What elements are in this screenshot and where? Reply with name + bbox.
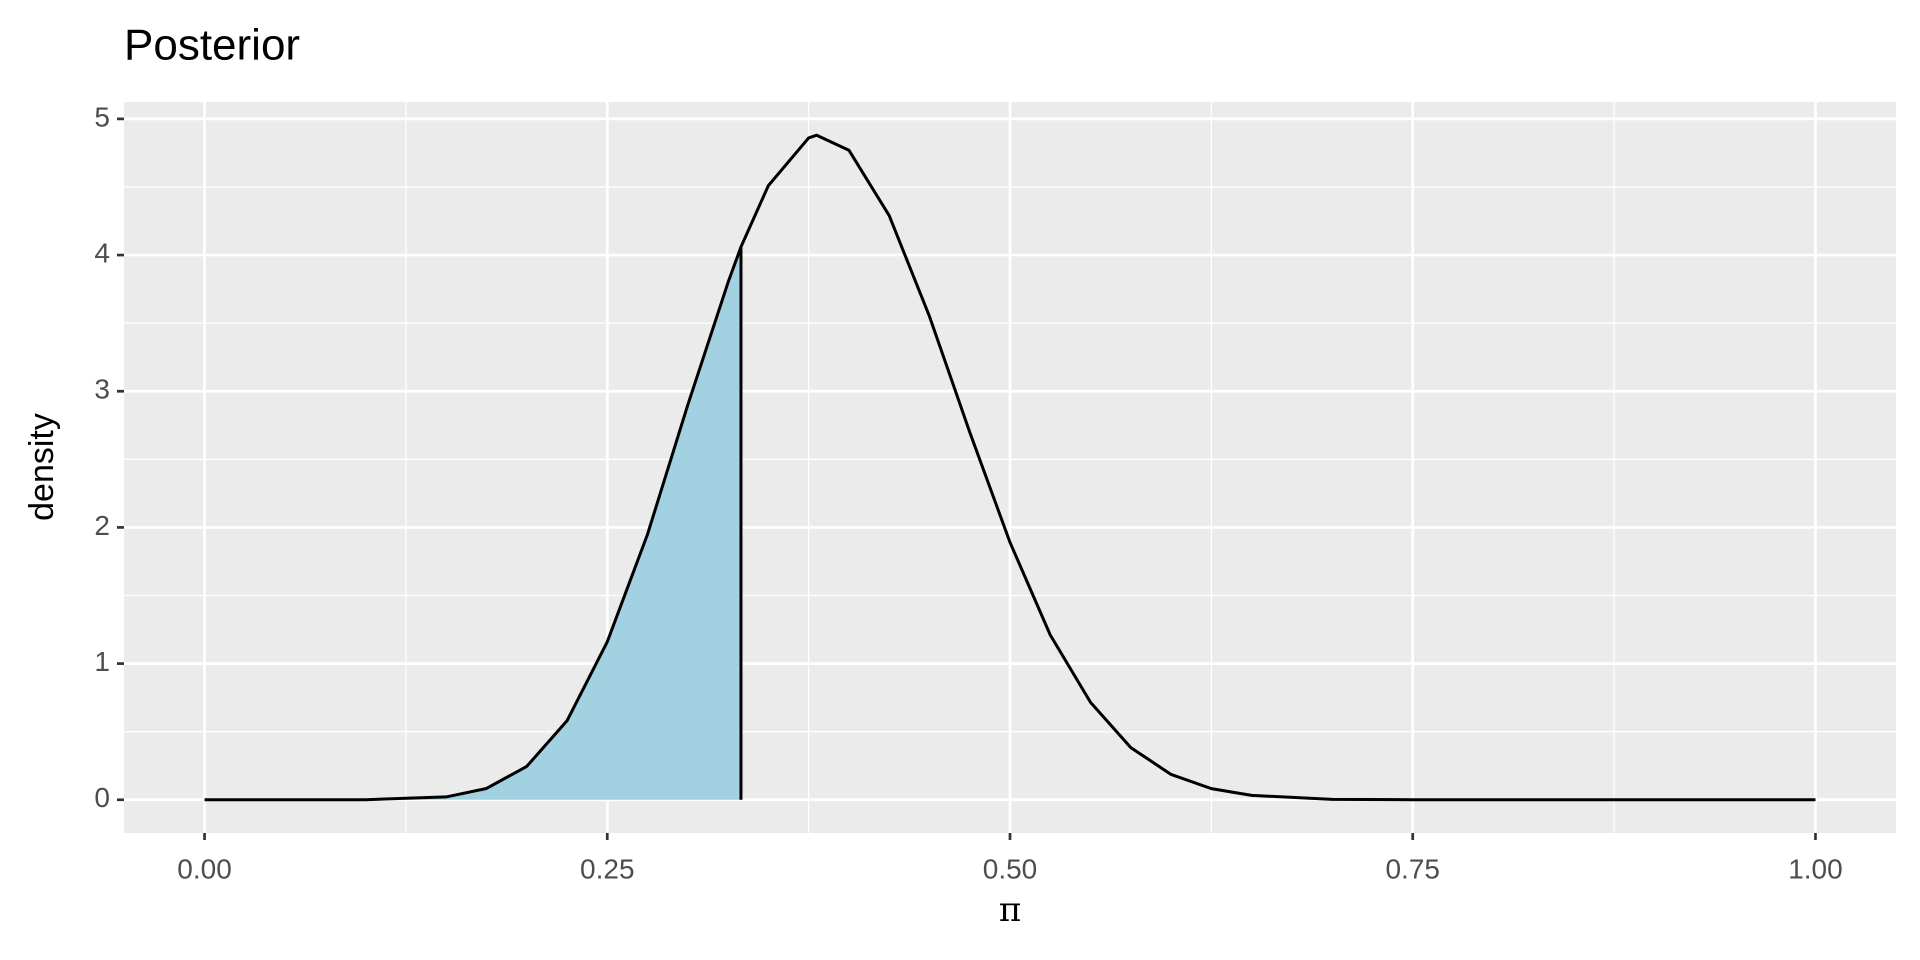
chart-title: Posterior <box>124 21 300 70</box>
x-tick-label: 0.00 <box>177 853 232 884</box>
y-tick-label: 2 <box>94 510 110 541</box>
density-line <box>204 133 1816 802</box>
x-tick-label: 0.25 <box>580 853 635 884</box>
y-tick-label: 0 <box>94 782 110 813</box>
y-axis-title: density <box>23 413 61 521</box>
x-tick-label: 0.75 <box>1385 853 1440 884</box>
y-tick-label: 1 <box>94 646 110 677</box>
x-tick-label: 0.50 <box>983 853 1038 884</box>
y-tick-label: 3 <box>94 374 110 405</box>
y-tick-label: 5 <box>94 101 110 132</box>
x-tick-label: 1.00 <box>1788 853 1843 884</box>
x-axis-title: π <box>999 890 1021 930</box>
y-tick-label: 4 <box>94 237 110 268</box>
shaded-area <box>204 246 741 800</box>
